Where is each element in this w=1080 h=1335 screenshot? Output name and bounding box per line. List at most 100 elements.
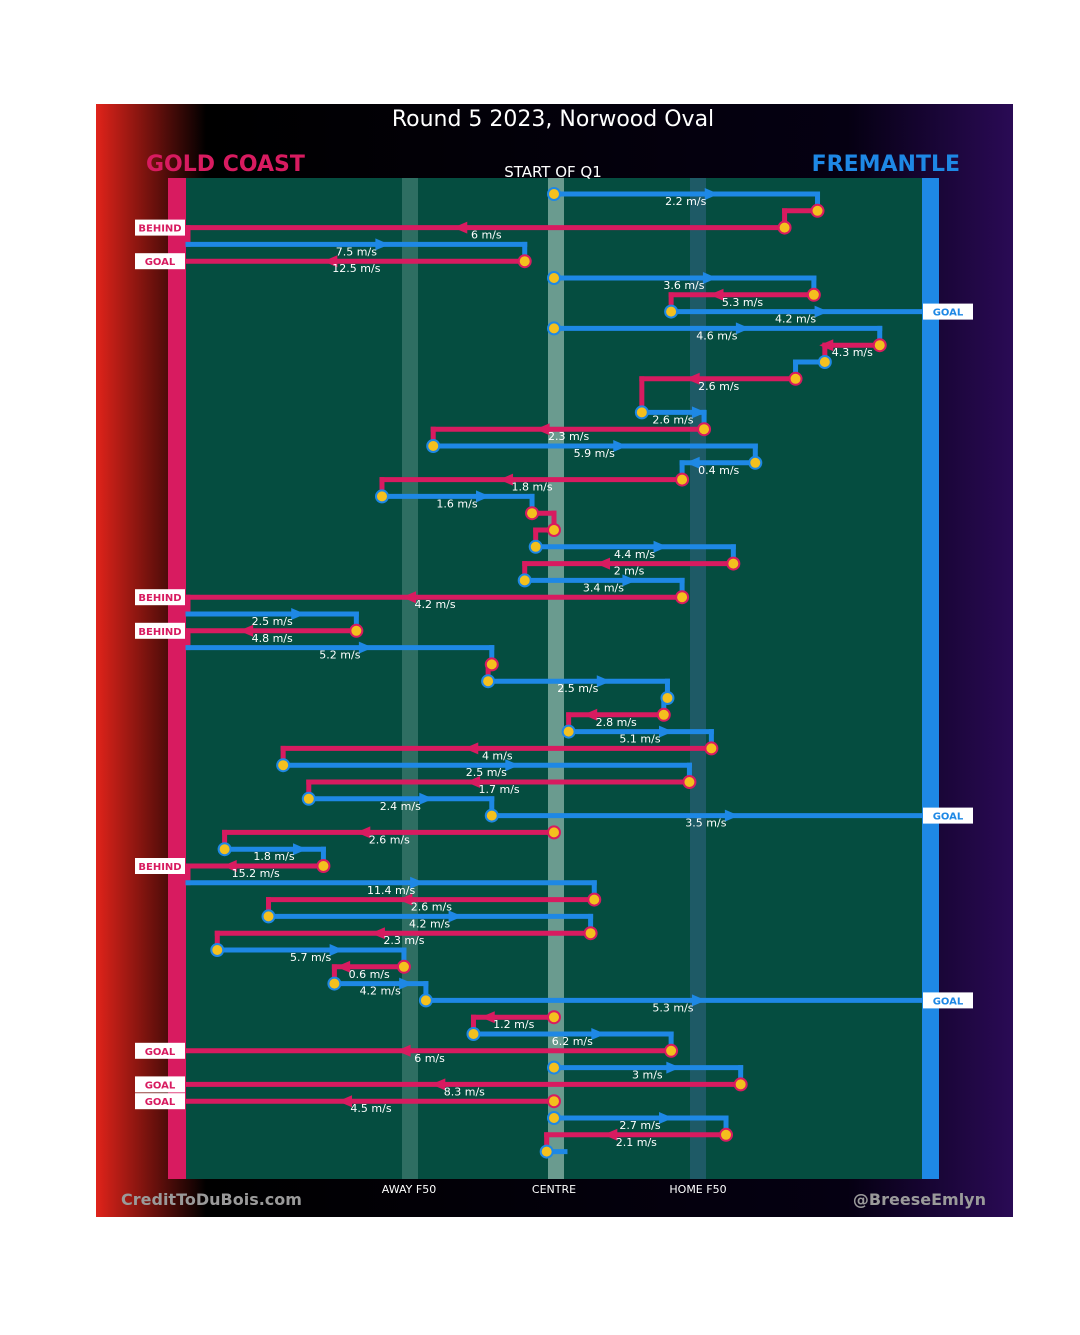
stoppage-dot-51	[719, 1127, 734, 1142]
direction-arrow-53	[338, 1095, 352, 1108]
speed-label-14: 5.9 m/s	[574, 447, 615, 460]
direction-arrow-25	[239, 624, 254, 637]
credit-right: @BreeseEmlyn	[853, 1190, 986, 1209]
stoppage-dot-5	[806, 287, 821, 302]
x-label-centre: CENTRE	[532, 1183, 576, 1196]
speed-label-6: 5.3 m/s	[722, 296, 763, 309]
stoppage-dot-44	[547, 1010, 561, 1025]
direction-arrow-7	[814, 305, 829, 318]
direction-arrow-49	[591, 1028, 606, 1040]
speed-label-49: 6.2 m/s	[552, 1035, 593, 1048]
stoppage-dot-43	[418, 993, 433, 1008]
direction-arrow-48	[480, 1011, 495, 1024]
speed-label-53: 4.5 m/s	[350, 1102, 391, 1115]
speed-label-12: 2.6 m/s	[652, 413, 693, 426]
outcome-badge-23	[135, 589, 185, 606]
speed-label-5: 3.6 m/s	[663, 279, 704, 292]
direction-arrow-32	[464, 742, 479, 755]
speed-label-40: 11.4 m/s	[367, 884, 415, 897]
chart-title: Round 5 2023, Norwood Oval	[392, 107, 714, 132]
away-f50-line	[402, 178, 418, 1179]
stoppage-dot-34	[547, 825, 561, 840]
speed-label-50: 6 m/s	[414, 1052, 445, 1065]
speed-label-33: 2.5 m/s	[466, 766, 507, 779]
stoppage-dot-30	[276, 758, 291, 773]
direction-arrow-0	[704, 188, 719, 200]
stoppage-dot-6	[664, 304, 679, 319]
speed-label-0: 2.2 m/s	[665, 195, 706, 208]
right-team-name: FREMANTLE	[812, 152, 960, 177]
stoppage-dot-18	[547, 523, 561, 537]
speed-label-34: 1.7 m/s	[479, 783, 520, 796]
stoppage-dot-23	[349, 623, 364, 638]
stoppage-dot-17	[525, 506, 540, 521]
outcome-badge-4	[135, 253, 185, 270]
outcome-badge-50	[135, 1042, 185, 1059]
credit-left: CreditToDuBois.com	[121, 1190, 302, 1209]
speed-label-46: 4.2 m/s	[360, 985, 401, 998]
stoppage-dot-35	[217, 842, 232, 857]
speed-label-47: 5.3 m/s	[652, 1001, 693, 1014]
speed-label-2: 6 m/s	[471, 229, 502, 242]
direction-arrow-6	[709, 288, 724, 301]
stoppage-dot-15	[675, 472, 690, 487]
outcome-badge-2	[135, 219, 185, 236]
speed-label-54: 2.7 m/s	[619, 1119, 660, 1132]
outcomes-layer: BEHIND GOAL GOAL BEHIND BEHIND GOAL BEHIND GOAL…	[135, 219, 973, 1110]
direction-arrow-21	[596, 557, 611, 570]
stoppage-dot-8	[872, 338, 887, 353]
stoppage-dot-2	[777, 220, 792, 235]
stoppage-dot-26	[660, 691, 675, 705]
direction-arrow-20	[653, 540, 668, 553]
stoppage-dot-0	[547, 187, 561, 201]
x-label-away-f50: AWAY F50	[382, 1183, 436, 1196]
stoppage-dot-48	[733, 1077, 748, 1092]
speed-label-13: 2.3 m/s	[548, 430, 589, 443]
outcome-badge-7	[923, 303, 973, 320]
stoppage-dot-10	[788, 371, 803, 386]
direction-arrow-11	[685, 372, 700, 385]
outcome-label-4: GOAL	[145, 257, 176, 268]
direction-arrow-54	[659, 1112, 674, 1124]
stoppage-dot-42	[327, 976, 342, 991]
speed-label-32: 4 m/s	[482, 749, 513, 762]
direction-arrow-17	[476, 490, 491, 503]
speed-label-23: 4.2 m/s	[414, 598, 455, 611]
direction-arrow-2	[453, 221, 468, 234]
direction-arrow-24	[291, 608, 306, 620]
left-team-name: GOLD COAST	[146, 152, 305, 177]
speed-label-20: 4.4 m/s	[614, 548, 655, 561]
speed-label-44: 5.7 m/s	[290, 951, 331, 964]
outcome-label-7: GOAL	[933, 308, 964, 319]
stoppage-dot-45	[466, 1027, 481, 1041]
stoppage-dot-49	[547, 1094, 561, 1109]
speed-label-3: 7.5 m/s	[336, 245, 377, 258]
direction-arrow-26	[358, 641, 373, 654]
direction-arrow-23	[402, 591, 417, 604]
stoppage-dot-47	[547, 1060, 561, 1075]
speed-label-30: 2.8 m/s	[596, 716, 637, 729]
stoppage-dot-1	[810, 203, 825, 218]
outcome-badge-52	[135, 1076, 185, 1093]
stoppage-dot-39	[583, 926, 598, 941]
direction-arrow-30	[583, 708, 598, 721]
speed-label-11: 2.6 m/s	[698, 380, 739, 393]
speed-label-4: 12.5 m/s	[332, 262, 380, 275]
direction-arrow-36	[724, 809, 739, 822]
direction-arrow-13	[535, 423, 550, 436]
outcome-badge-47	[923, 992, 973, 1009]
speed-label-45: 0.6 m/s	[349, 968, 390, 981]
direction-arrow-39	[222, 860, 237, 872]
stoppage-dot-12	[697, 422, 712, 437]
speed-label-39: 15.2 m/s	[232, 867, 280, 880]
stoppage-dot-50	[547, 1111, 561, 1125]
stoppage-dot-37	[587, 892, 602, 907]
stoppage-dot-7	[547, 321, 561, 336]
stoppage-dot-31	[682, 775, 697, 789]
stoppage-dot-25	[481, 674, 496, 689]
speed-label-8: 4.6 m/s	[696, 329, 737, 342]
speed-label-9: 4.3 m/s	[832, 346, 873, 359]
direction-arrow-38	[293, 843, 308, 856]
speed-label-55: 2.1 m/s	[616, 1136, 657, 1149]
direction-arrow-9	[819, 339, 834, 352]
